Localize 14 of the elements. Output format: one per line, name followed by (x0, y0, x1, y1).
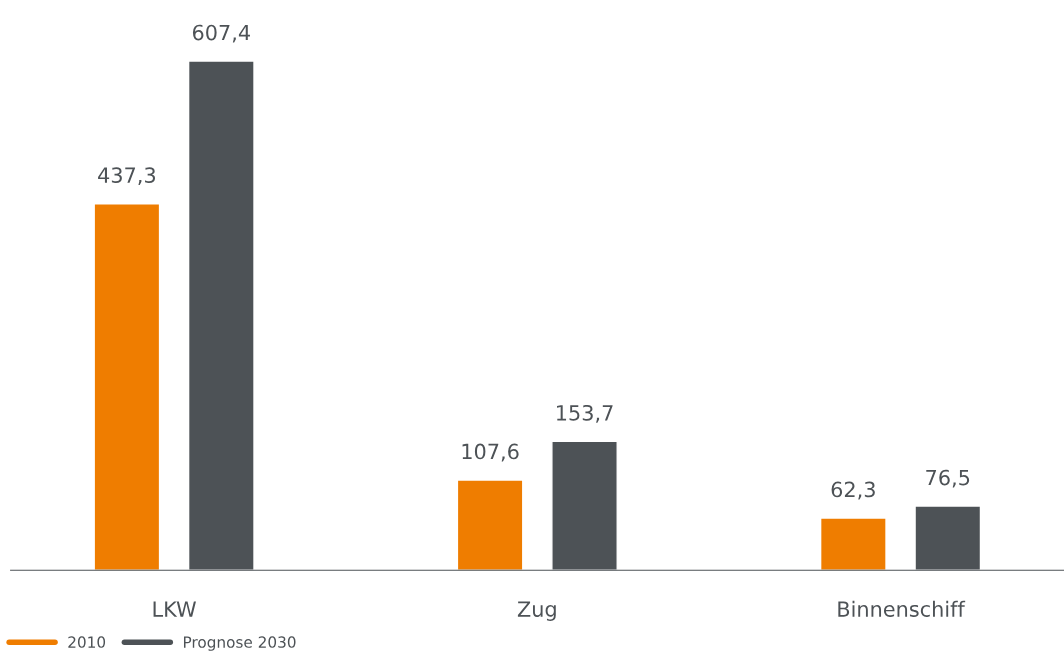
data-label: 437,3 (98, 167, 156, 186)
data-label: 76,5 (926, 469, 970, 488)
x-tick-label: Binnenschiff (838, 600, 966, 617)
legend-label: 2010 (68, 636, 106, 648)
data-label: 607,4 (192, 24, 250, 43)
bar (456, 479, 524, 571)
data-label: 62,3 (831, 481, 875, 500)
bar (93, 202, 161, 571)
x-tick-label: LKW (153, 601, 196, 617)
data-label: 153,7 (557, 404, 613, 423)
data-label: 107,6 (462, 443, 519, 462)
bar (819, 517, 887, 571)
legend-label: Prognose 2030 (183, 636, 296, 651)
x-tick-label: Zug (517, 601, 556, 621)
